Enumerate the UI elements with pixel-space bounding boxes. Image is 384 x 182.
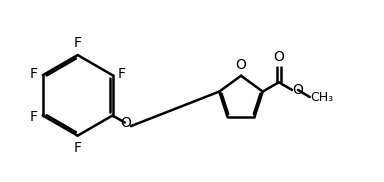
Text: O: O [273, 50, 284, 64]
Text: F: F [74, 141, 82, 155]
Text: O: O [120, 116, 131, 130]
Text: O: O [235, 58, 247, 72]
Text: F: F [30, 67, 38, 81]
Text: F: F [118, 67, 126, 81]
Text: O: O [293, 83, 303, 97]
Text: F: F [30, 110, 38, 124]
Text: F: F [74, 36, 82, 50]
Text: CH₃: CH₃ [310, 90, 333, 104]
